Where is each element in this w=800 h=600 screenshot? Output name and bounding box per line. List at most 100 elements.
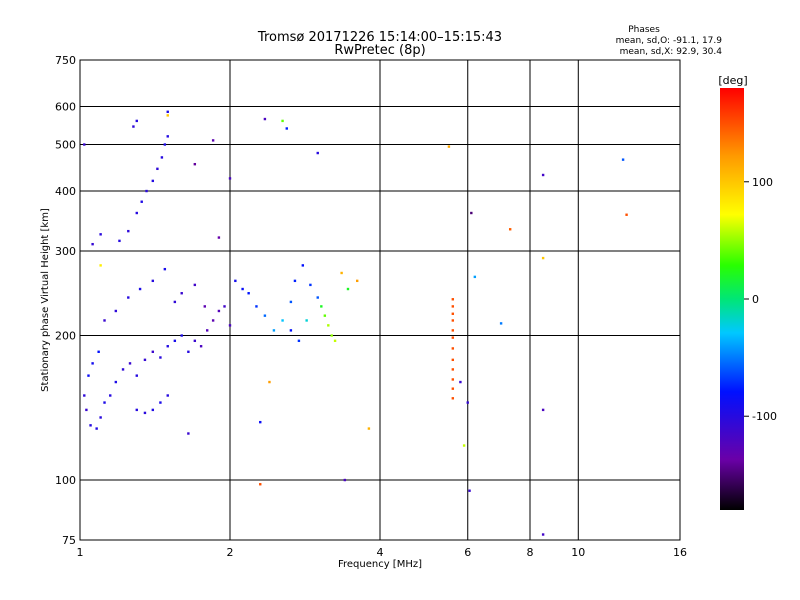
- x-tick-label: 16: [673, 546, 687, 559]
- data-point: [193, 283, 197, 287]
- data-point: [451, 397, 455, 400]
- data-point: [541, 533, 545, 536]
- data-point: [346, 287, 350, 291]
- y-tick-label: 400: [55, 185, 76, 198]
- data-point: [255, 305, 258, 308]
- x-tick-label: 8: [527, 546, 534, 559]
- data-point: [320, 305, 323, 308]
- data-point: [625, 213, 628, 216]
- data-point: [109, 394, 112, 397]
- data-point: [451, 358, 455, 362]
- y-tick-label: 500: [55, 139, 76, 152]
- data-point: [91, 242, 94, 246]
- data-point: [173, 339, 177, 343]
- data-point: [451, 347, 455, 350]
- x-axis-ticks: 1 2 4 6 8 10 16: [77, 546, 688, 559]
- data-point: [223, 305, 226, 308]
- data-point: [451, 305, 455, 308]
- data-point: [99, 264, 102, 267]
- data-point: [263, 314, 267, 317]
- data-point: [451, 319, 455, 322]
- y-tick-label: 600: [55, 101, 76, 114]
- data-point: [138, 287, 142, 291]
- data-point: [343, 478, 347, 482]
- data-point: [263, 117, 267, 121]
- colorbar-ticks: 100 0 -100: [744, 176, 777, 423]
- data-point: [103, 401, 106, 404]
- data-point: [114, 309, 118, 313]
- chart-subtitle: RwPretec (8p): [334, 43, 425, 58]
- x-tick-label: 2: [227, 546, 234, 559]
- data-point: [281, 119, 284, 123]
- x-tick-label: 10: [571, 546, 585, 559]
- colorbar-tick-label: 0: [752, 293, 759, 306]
- y-tick-label: 300: [55, 245, 76, 258]
- colorbar: [720, 88, 744, 510]
- data-point: [203, 305, 206, 308]
- data-point: [85, 408, 88, 412]
- data-point: [293, 279, 297, 283]
- data-point: [466, 401, 469, 404]
- data-point: [234, 279, 237, 283]
- stats-x-mode: mean, sd,X: 92.9, 30.4: [620, 47, 723, 57]
- y-axis-ticks: 75 100 200 300 400 500 600 750: [55, 54, 76, 547]
- data-point: [301, 264, 305, 267]
- data-point: [163, 143, 167, 146]
- x-tick-label: 6: [464, 546, 471, 559]
- data-point: [621, 158, 625, 161]
- data-point: [83, 394, 86, 397]
- data-point: [355, 279, 359, 283]
- data-point: [114, 380, 118, 384]
- data-point: [217, 309, 221, 313]
- data-point: [127, 229, 130, 233]
- data-point: [145, 189, 148, 193]
- data-point: [132, 125, 135, 128]
- data-point: [143, 358, 147, 362]
- data-point: [451, 298, 455, 301]
- data-point: [163, 267, 167, 271]
- data-point: [187, 432, 190, 435]
- data-point: [173, 300, 177, 304]
- colorbar-tick-label: -100: [752, 410, 777, 423]
- data-point: [327, 324, 330, 327]
- data-point: [135, 408, 138, 412]
- data-point: [451, 329, 455, 332]
- data-point: [127, 296, 130, 299]
- data-points: [83, 110, 628, 536]
- data-point: [309, 283, 312, 287]
- plot-frame: [79, 59, 681, 541]
- data-point: [187, 350, 190, 353]
- x-tick-label: 4: [377, 546, 384, 559]
- data-point: [128, 362, 132, 365]
- data-point: [323, 314, 327, 317]
- stats-heading: Phases: [628, 25, 660, 35]
- chart-title: Tromsø 20171226 15:14:00–15:15:43: [257, 30, 502, 45]
- data-point: [97, 350, 100, 353]
- data-point: [468, 489, 471, 492]
- data-point: [166, 135, 169, 138]
- data-point: [193, 339, 197, 343]
- data-point: [333, 339, 337, 343]
- data-point: [151, 279, 155, 283]
- x-axis-label: Frequency [MHz]: [338, 559, 422, 570]
- data-point: [228, 177, 232, 180]
- y-tick-label: 75: [62, 534, 76, 547]
- data-point: [499, 322, 503, 325]
- x-tick-label: 1: [77, 546, 84, 559]
- data-point: [83, 143, 86, 146]
- data-point: [451, 378, 455, 381]
- data-point: [135, 211, 138, 215]
- data-point: [297, 339, 301, 343]
- y-axis-label: Stationary phase Virtual Height [km]: [40, 208, 51, 392]
- y-tick-label: 200: [55, 330, 76, 343]
- data-point: [87, 374, 90, 377]
- y-tick-label: 100: [55, 474, 76, 487]
- data-point: [541, 256, 545, 260]
- data-point: [289, 329, 293, 332]
- data-point: [159, 401, 162, 404]
- data-point: [151, 408, 155, 412]
- data-point: [285, 127, 288, 130]
- data-point: [462, 444, 466, 447]
- data-point: [166, 114, 169, 117]
